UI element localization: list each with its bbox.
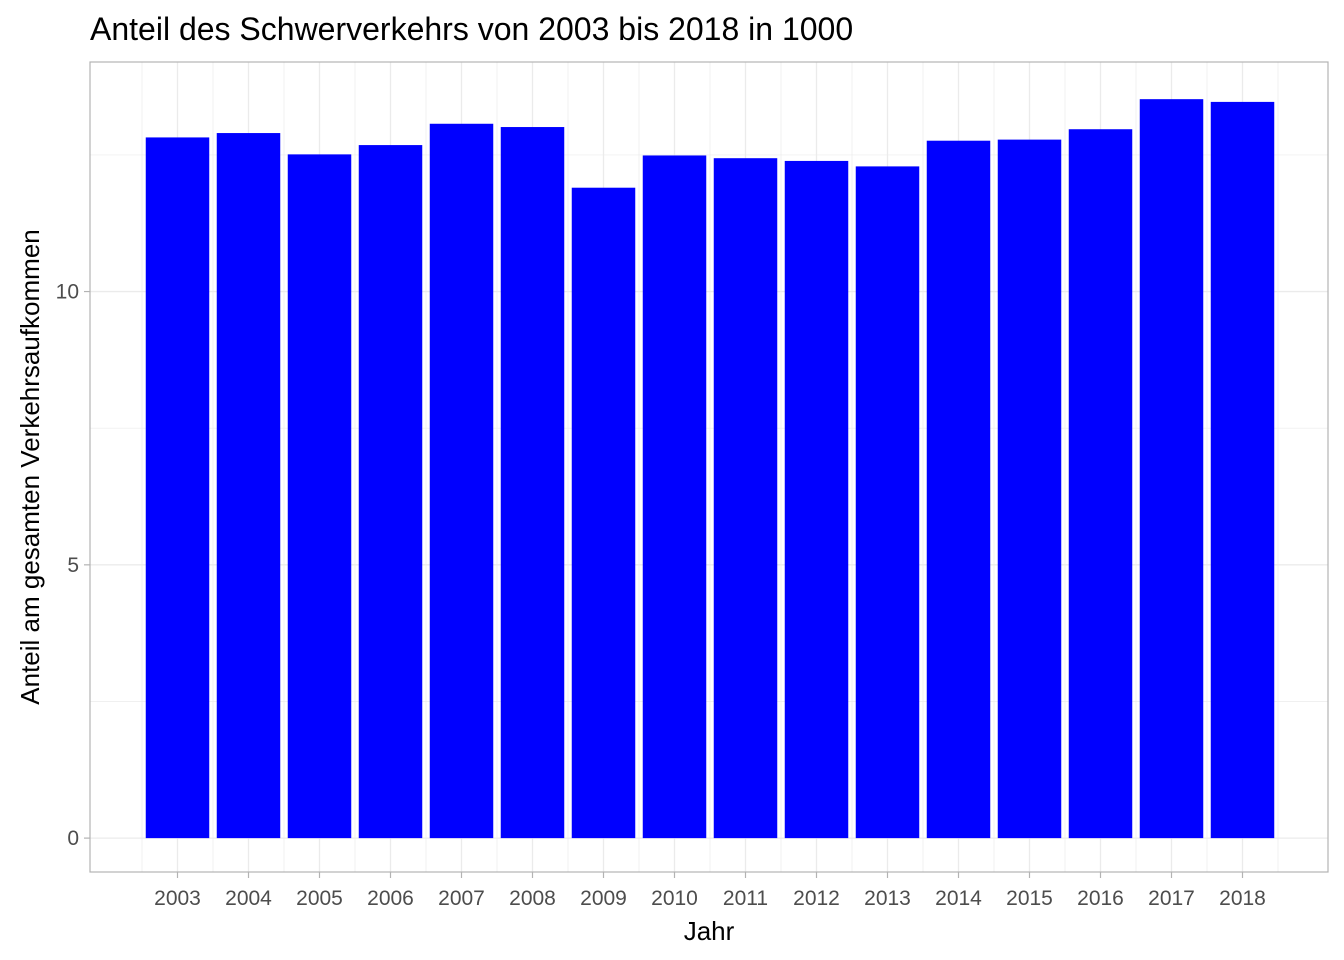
x-tick-label: 2015 xyxy=(1006,887,1053,910)
bar-2013 xyxy=(855,166,920,839)
x-tick-label: 2004 xyxy=(225,887,272,910)
x-tick-label: 2007 xyxy=(438,887,485,910)
bar-2003 xyxy=(145,137,210,839)
panel-border xyxy=(89,61,1329,873)
bar-2010 xyxy=(642,155,707,839)
bar-2012 xyxy=(784,160,849,839)
bar-2017 xyxy=(1139,99,1204,839)
y-tick-label: 0 xyxy=(67,827,79,850)
bar-2016 xyxy=(1068,129,1133,839)
x-tick-label: 2009 xyxy=(580,887,627,910)
y-tick-label: 10 xyxy=(56,281,79,304)
x-tick-label: 2010 xyxy=(651,887,698,910)
x-tick-label: 2005 xyxy=(296,887,343,910)
x-tick-label: 2011 xyxy=(723,887,768,910)
x-axis-title: Jahr xyxy=(684,916,735,946)
bar-2018 xyxy=(1210,101,1275,839)
x-tick-label: 2016 xyxy=(1077,887,1124,910)
x-tick-label: 2012 xyxy=(793,887,840,910)
x-tick-label: 2018 xyxy=(1219,887,1266,910)
bar-2005 xyxy=(287,154,352,839)
bar-2004 xyxy=(216,133,281,839)
x-tick-label: 2014 xyxy=(935,887,982,910)
y-tick-label: 5 xyxy=(67,554,79,577)
x-tick-label: 2003 xyxy=(154,887,201,910)
bar-2015 xyxy=(997,139,1062,839)
x-tick-label: 2006 xyxy=(367,887,414,910)
y-axis-title: Anteil am gesamten Verkehrsaufkommen xyxy=(15,229,45,704)
bar-2011 xyxy=(713,158,778,839)
bar-2009 xyxy=(571,187,636,839)
bar-2007 xyxy=(429,123,494,839)
y-axis-ticks: 0 5 10 xyxy=(56,281,90,850)
x-axis-ticks: 2003 2004 2005 2006 2007 2008 2009 2010 2011 2012… xyxy=(154,872,1266,910)
x-tick-label: 2017 xyxy=(1148,887,1195,910)
bar-2006 xyxy=(358,145,423,839)
bar-2008 xyxy=(500,127,565,839)
chart-title: Anteil des Schwerverkehrs von 2003 bis 2… xyxy=(90,11,853,47)
bars xyxy=(145,99,1275,839)
x-tick-label: 2008 xyxy=(509,887,556,910)
bar-2014 xyxy=(926,140,991,839)
x-tick-label: 2013 xyxy=(864,887,911,910)
